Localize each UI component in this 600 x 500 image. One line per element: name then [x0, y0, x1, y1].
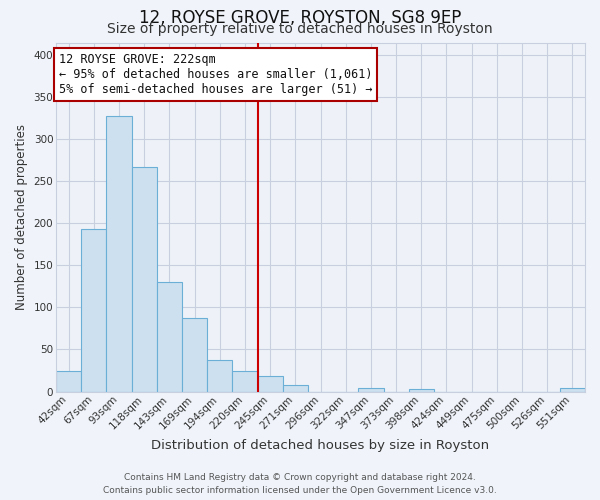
Bar [106, 116, 131, 392]
Bar [358, 388, 383, 392]
Bar [182, 318, 207, 392]
Bar [207, 360, 232, 392]
Bar [131, 167, 157, 392]
Text: Size of property relative to detached houses in Royston: Size of property relative to detached ho… [107, 22, 493, 36]
Bar [283, 385, 308, 392]
Bar [232, 370, 257, 392]
Bar [81, 229, 106, 392]
Bar [409, 389, 434, 392]
Text: 12 ROYSE GROVE: 222sqm
← 95% of detached houses are smaller (1,061)
5% of semi-d: 12 ROYSE GROVE: 222sqm ← 95% of detached… [59, 53, 372, 96]
Bar [560, 388, 585, 392]
Text: 12, ROYSE GROVE, ROYSTON, SG8 9EP: 12, ROYSE GROVE, ROYSTON, SG8 9EP [139, 9, 461, 27]
Bar [257, 376, 283, 392]
Y-axis label: Number of detached properties: Number of detached properties [15, 124, 28, 310]
Bar [157, 282, 182, 392]
X-axis label: Distribution of detached houses by size in Royston: Distribution of detached houses by size … [151, 440, 490, 452]
Text: Contains HM Land Registry data © Crown copyright and database right 2024.
Contai: Contains HM Land Registry data © Crown c… [103, 474, 497, 495]
Bar [56, 370, 81, 392]
